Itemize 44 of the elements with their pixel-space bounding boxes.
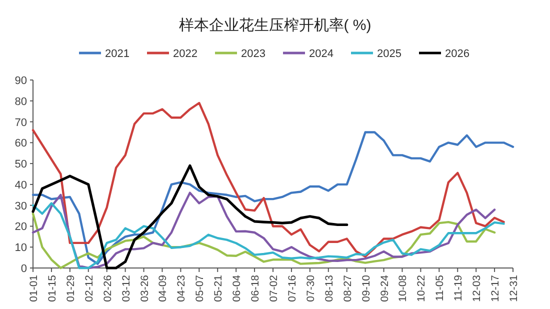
- legend-label: 2022: [173, 48, 198, 60]
- legend-label: 2021: [105, 48, 130, 60]
- x-tick-label: 04-23: [176, 274, 188, 302]
- x-tick-label: 05-07: [194, 274, 206, 302]
- x-tick-label: 02-12: [83, 274, 96, 302]
- chart-title: 样本企业花生压榨开机率( %): [178, 17, 372, 34]
- y-tick-label: 50: [14, 158, 27, 171]
- x-tick-label: 07-02: [268, 274, 280, 302]
- y-tick-label: 80: [14, 96, 27, 108]
- x-tick-label: 12-31: [508, 274, 520, 302]
- x-tick-label: 07-30: [304, 274, 317, 302]
- legend-label: 2024: [309, 48, 334, 60]
- x-tick-label: 03-26: [138, 274, 151, 302]
- x-tick-label: 09-24: [378, 274, 391, 302]
- x-tick-label: 11-19: [452, 274, 465, 302]
- x-tick-label: 02-26: [102, 274, 114, 302]
- x-tick-label: 10-08: [397, 274, 410, 302]
- y-tick-label: 70: [14, 116, 27, 129]
- x-tick-label: 12-17: [490, 274, 502, 302]
- x-tick-label: 09-10: [360, 274, 372, 302]
- y-tick-label: 90: [14, 75, 27, 87]
- x-tick-label: 01-29: [64, 274, 77, 302]
- x-tick-label: 05-21: [212, 274, 225, 302]
- x-tick-label: 08-27: [342, 274, 354, 302]
- x-tick-label: 10-22: [416, 274, 428, 302]
- y-tick-label: 0: [20, 263, 27, 275]
- y-tick-label: 40: [14, 179, 27, 192]
- y-tick-label: 10: [14, 242, 27, 254]
- y-tick-label: 60: [14, 138, 27, 150]
- x-tick-label: 11-05: [434, 274, 446, 302]
- y-tick-label: 20: [14, 221, 27, 234]
- x-tick-label: 04-09: [157, 274, 170, 302]
- legend-label: 2025: [377, 48, 402, 60]
- legend-label: 2026: [445, 48, 470, 60]
- x-tick-label: 08-13: [323, 274, 336, 302]
- x-tick-label: 03-12: [120, 274, 132, 302]
- x-tick-label: 01-15: [46, 274, 58, 302]
- x-tick-label: 07-16: [286, 274, 298, 302]
- x-tick-label: 01-01: [28, 274, 40, 302]
- y-tick-label: 30: [14, 200, 27, 212]
- x-tick-label: 06-04: [231, 274, 244, 302]
- x-tick-label: 06-18: [250, 274, 262, 302]
- legend-label: 2023: [241, 48, 266, 60]
- x-tick-label: 12-03: [471, 274, 484, 302]
